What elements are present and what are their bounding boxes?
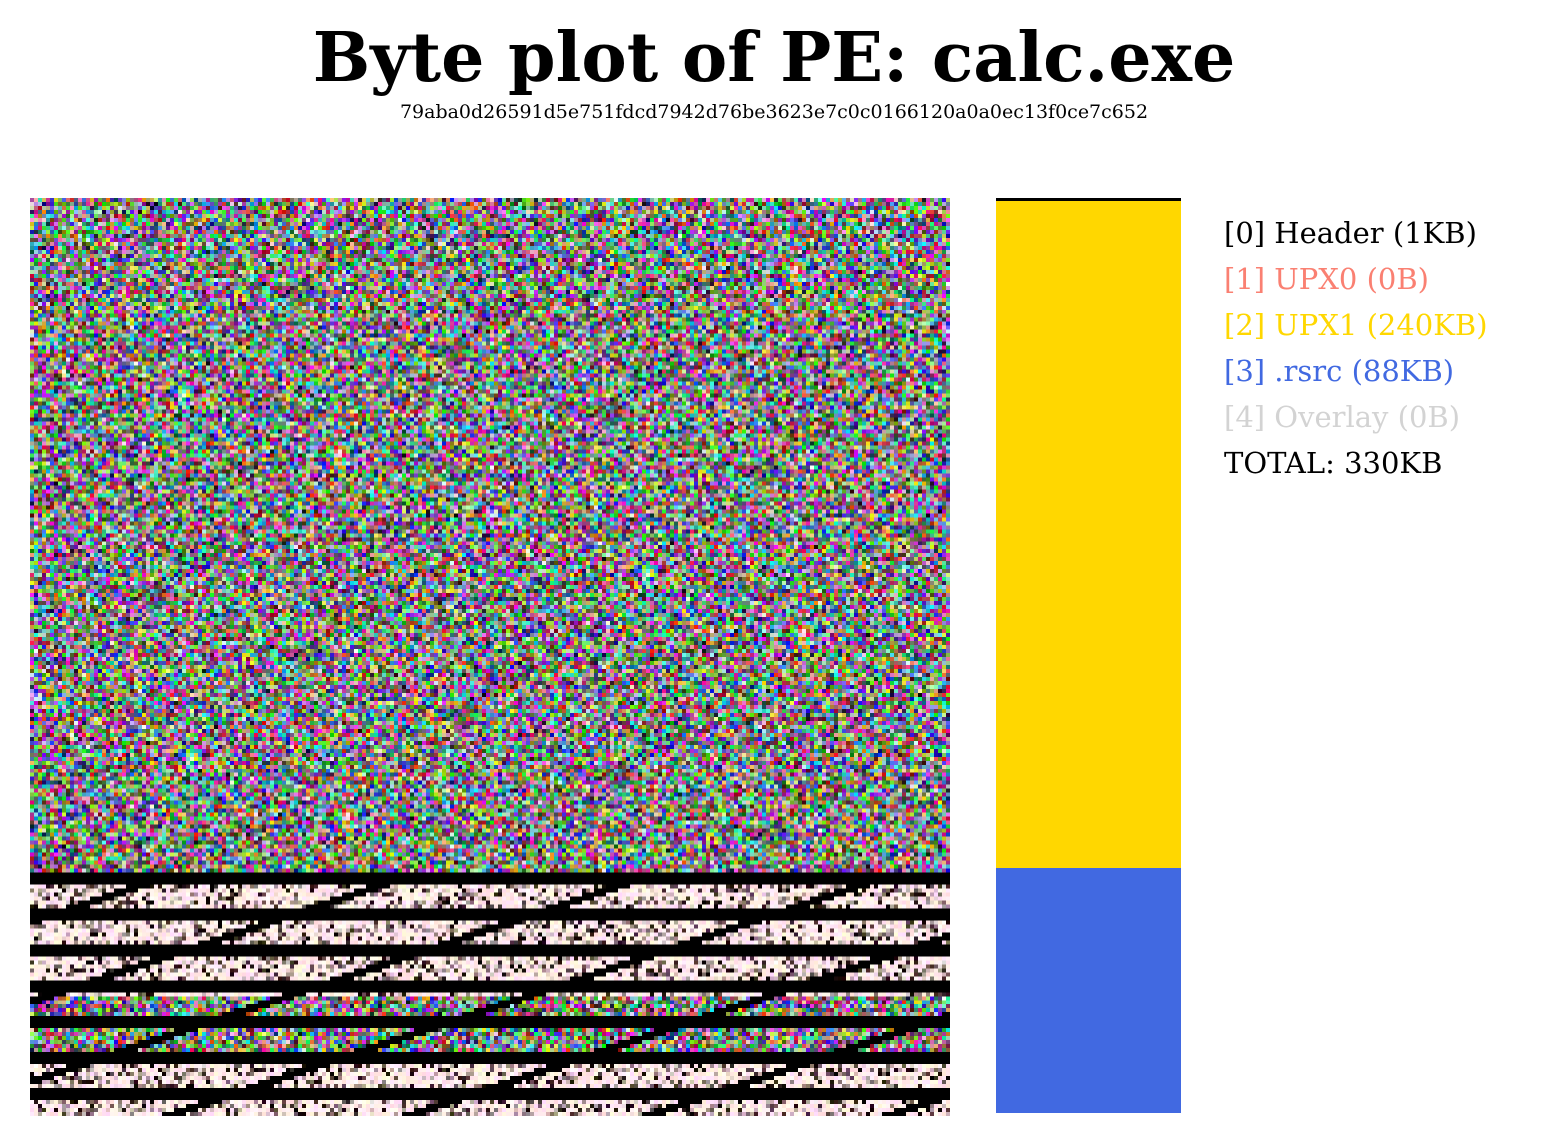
byte-plot-image <box>30 198 950 1116</box>
legend-item-rsrc: [3] .rsrc (88KB) <box>1224 354 1455 388</box>
legend-item-overlay: [4] Overlay (0B) <box>1224 400 1461 434</box>
section-bar-segment-header <box>996 198 1181 201</box>
section-bar-segment-rsrc <box>996 868 1181 1114</box>
section-bar <box>996 198 1181 1118</box>
section-legend: [0] Header (1KB) [1] UPX0 (0B) [2] UPX1 (2… <box>1224 210 1544 486</box>
section-bar-segment-upx1 <box>996 200 1181 869</box>
byte-plot-canvas <box>30 198 950 1116</box>
legend-item-upx0: [1] UPX0 (0B) <box>1224 262 1429 296</box>
legend-item-header: [0] Header (1KB) <box>1224 216 1477 250</box>
legend-total: TOTAL: 330KB <box>1224 446 1443 480</box>
plot-title: Byte plot of PE: calc.exe <box>312 18 1236 98</box>
legend-item-upx1: [2] UPX1 (240KB) <box>1224 308 1488 342</box>
file-hash: 79aba0d26591d5e751fdcd7942d76be3623e7c0c… <box>399 101 1149 123</box>
